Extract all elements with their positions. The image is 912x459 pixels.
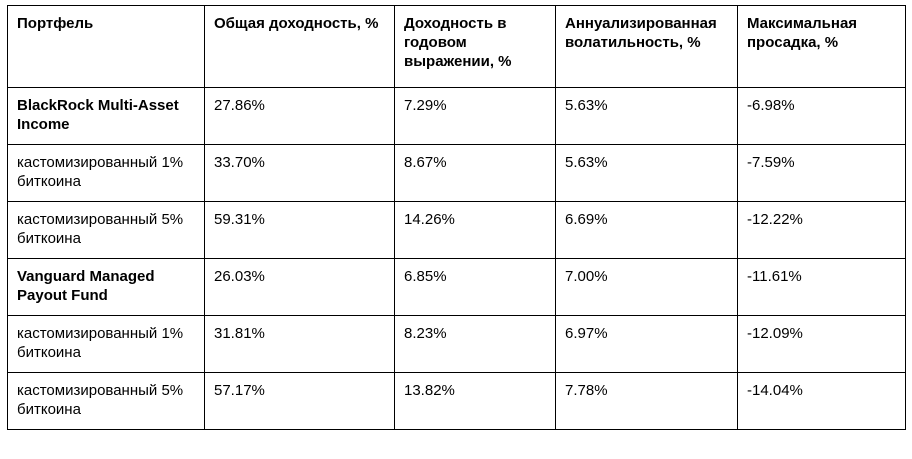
total-return-cell: 26.03% (204, 258, 395, 316)
annualized-volatility-cell: 5.63% (555, 144, 738, 202)
max-drawdown-cell: -7.59% (737, 144, 906, 202)
portfolio-performance-table: Портфель Общая доходность, % Доходность … (7, 5, 906, 430)
table-row: кастомизированный 5% биткоина 57.17% 13.… (7, 372, 906, 430)
row-name-cell: кастомизированный 5% биткоина (7, 372, 205, 430)
table-row: кастомизированный 5% биткоина 59.31% 14.… (7, 201, 906, 259)
total-return-cell: 31.81% (204, 315, 395, 373)
annualized-return-cell: 8.23% (394, 315, 556, 373)
max-drawdown-cell: -11.61% (737, 258, 906, 316)
header-cell-max-drawdown: Максимальная просадка, % (737, 5, 906, 88)
total-return-cell: 27.86% (204, 87, 395, 145)
row-name-cell: BlackRock Multi-Asset Income (7, 87, 205, 145)
annualized-volatility-cell: 6.97% (555, 315, 738, 373)
row-name-cell: Vanguard Managed Payout Fund (7, 258, 205, 316)
table-header-row: Портфель Общая доходность, % Доходность … (7, 5, 906, 88)
max-drawdown-cell: -6.98% (737, 87, 906, 145)
annualized-volatility-cell: 7.78% (555, 372, 738, 430)
table-row: кастомизированный 1% биткоина 33.70% 8.6… (7, 144, 906, 202)
annualized-volatility-cell: 7.00% (555, 258, 738, 316)
header-cell-annualized-return: Доходность в годовом выражении, % (394, 5, 556, 88)
annualized-return-cell: 7.29% (394, 87, 556, 145)
table-row: BlackRock Multi-Asset Income 27.86% 7.29… (7, 87, 906, 145)
annualized-return-cell: 8.67% (394, 144, 556, 202)
header-cell-portfolio: Портфель (7, 5, 205, 88)
max-drawdown-cell: -12.22% (737, 201, 906, 259)
annualized-return-cell: 6.85% (394, 258, 556, 316)
row-name-cell: кастомизированный 5% биткоина (7, 201, 205, 259)
header-cell-annualized-volatility: Аннуализированная волатильность, % (555, 5, 738, 88)
row-name-cell: кастомизированный 1% биткоина (7, 144, 205, 202)
max-drawdown-cell: -12.09% (737, 315, 906, 373)
row-name-cell: кастомизированный 1% биткоина (7, 315, 205, 373)
max-drawdown-cell: -14.04% (737, 372, 906, 430)
annualized-volatility-cell: 6.69% (555, 201, 738, 259)
annualized-return-cell: 13.82% (394, 372, 556, 430)
total-return-cell: 33.70% (204, 144, 395, 202)
table-row: Vanguard Managed Payout Fund 26.03% 6.85… (7, 258, 906, 316)
annualized-volatility-cell: 5.63% (555, 87, 738, 145)
header-cell-total-return: Общая доходность, % (204, 5, 395, 88)
annualized-return-cell: 14.26% (394, 201, 556, 259)
table-row: кастомизированный 1% биткоина 31.81% 8.2… (7, 315, 906, 373)
total-return-cell: 59.31% (204, 201, 395, 259)
total-return-cell: 57.17% (204, 372, 395, 430)
